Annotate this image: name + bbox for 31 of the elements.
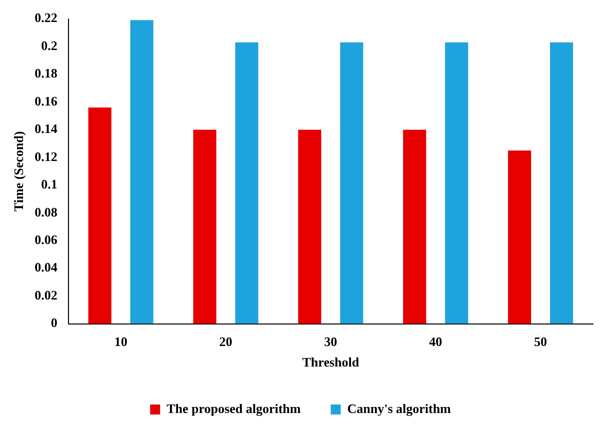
bar xyxy=(193,130,216,324)
x-tick-label: 50 xyxy=(534,334,548,349)
y-tick-label: 0.12 xyxy=(34,148,58,164)
x-tick-label: 20 xyxy=(219,334,232,349)
y-axis-title: Time (Second) xyxy=(11,131,26,212)
y-tick-label: 0 xyxy=(50,315,58,330)
x-axis-title: Threshold xyxy=(302,354,360,370)
y-tick-label: 0.22 xyxy=(34,10,58,26)
bar xyxy=(88,108,112,324)
x-tick-label: 10 xyxy=(114,334,128,349)
bar xyxy=(550,42,574,324)
bar xyxy=(298,130,322,324)
bar xyxy=(508,150,532,324)
legend-label: The proposed algorithm xyxy=(166,400,301,416)
legend-label: Canny's algorithm xyxy=(347,400,452,416)
y-tick-label: 0.16 xyxy=(34,93,58,108)
y-tick-label: 0.1 xyxy=(41,176,58,192)
y-tick-label: 0.14 xyxy=(34,121,58,136)
y-tick-label: 0.18 xyxy=(34,66,58,81)
x-tick-label: 40 xyxy=(429,334,442,349)
bar xyxy=(403,130,426,324)
bar xyxy=(130,20,154,324)
x-tick-label: 30 xyxy=(324,334,338,349)
bar xyxy=(340,42,364,324)
bar xyxy=(445,42,468,324)
y-tick-label: 0.2 xyxy=(41,38,58,53)
y-tick-label: 0.04 xyxy=(34,260,58,275)
bar xyxy=(235,42,258,324)
y-tick-label: 0.02 xyxy=(34,287,58,302)
y-tick-label: 0.08 xyxy=(34,204,58,220)
y-tick-label: 0.06 xyxy=(34,232,58,247)
